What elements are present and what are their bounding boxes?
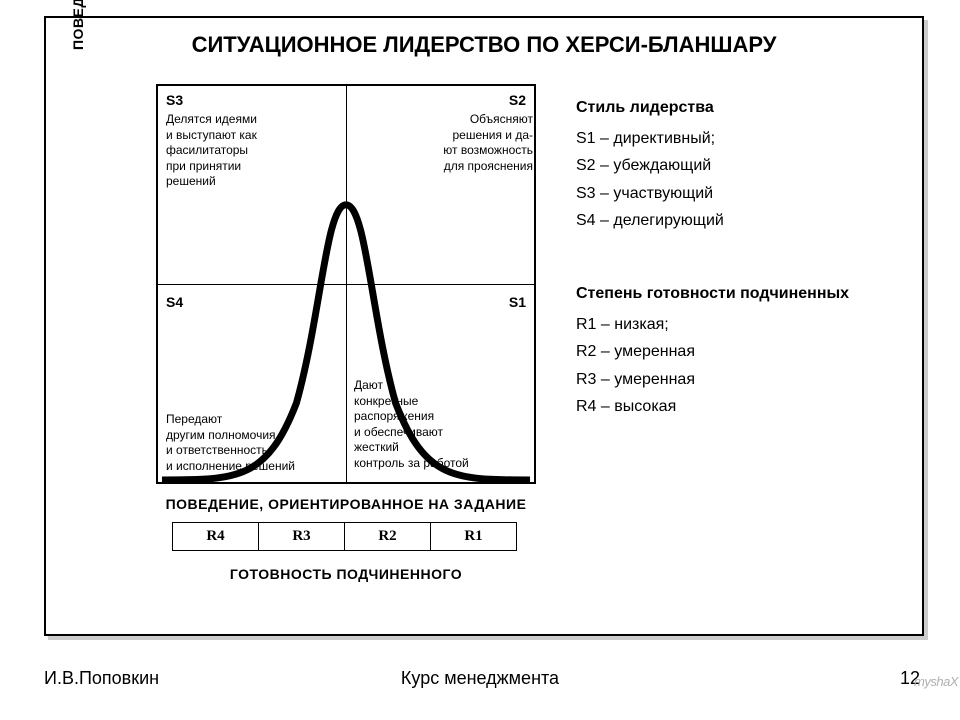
quadrant-label-s4: S4 <box>166 294 183 310</box>
readiness-legend-heading: Степень готовности подчиненных <box>576 280 896 307</box>
readiness-legend-item: R3 – умеренная <box>576 366 896 393</box>
slide-frame: СИТУАЦИОННОЕ ЛИДЕРСТВО ПО ХЕРСИ-БЛАНШАРУ… <box>44 16 924 636</box>
quadrant-text-s3: Делятся идеями и выступают как фасилитат… <box>166 112 336 190</box>
side-legend-panel: Стиль лидерства S1 – директивный; S2 – у… <box>576 94 896 420</box>
quadrant-label-s3: S3 <box>166 92 183 108</box>
quadrant-text-s4: Передают другим полномочия и ответственн… <box>166 412 346 474</box>
x-axis-label: ПОВЕДЕНИЕ, ОРИЕНТИРОВАННОЕ НА ЗАДАНИЕ <box>156 496 536 512</box>
readiness-table: R4 R3 R2 R1 <box>172 522 517 551</box>
style-legend-item: S2 – убеждающий <box>576 152 896 179</box>
r-cell: R1 <box>431 523 517 551</box>
quadrant-label-s1: S1 <box>509 294 526 310</box>
readiness-legend-item: R4 – высокая <box>576 393 896 420</box>
readiness-legend-item: R1 – низкая; <box>576 311 896 338</box>
style-legend-heading: Стиль лидерства <box>576 94 896 121</box>
r-cell: R4 <box>173 523 259 551</box>
slide-title: СИТУАЦИОННОЕ ЛИДЕРСТВО ПО ХЕРСИ-БЛАНШАРУ <box>46 32 922 58</box>
quadrant-horizontal-divider <box>158 284 534 285</box>
style-legend-item: S1 – директивный; <box>576 125 896 152</box>
r-cell: R2 <box>345 523 431 551</box>
r-cell: R3 <box>259 523 345 551</box>
y-axis-label: ПОВЕДЕНИЕ, ОРИЕНТИРОВАННОЕ НА ВЗАИМООТНО… <box>70 0 102 98</box>
quadrant-text-s1: Дают конкретные распоряжения и обеспечив… <box>354 378 534 472</box>
watermark: myshaX <box>914 674 958 689</box>
quadrant-text-s2: Объясняют решения и да- ют возможность д… <box>428 112 533 174</box>
quadrant-label-s2: S2 <box>509 92 526 108</box>
footer-course: Курс менеджмента <box>0 668 960 689</box>
style-legend-item: S3 – участвующий <box>576 180 896 207</box>
quadrant-box: S3 Делятся идеями и выступают как фасили… <box>156 84 536 484</box>
bottom-caption: ГОТОВНОСТЬ ПОДЧИНЕННОГО <box>156 566 536 582</box>
style-legend-item: S4 – делегирующий <box>576 207 896 234</box>
readiness-legend-item: R2 – умеренная <box>576 338 896 365</box>
